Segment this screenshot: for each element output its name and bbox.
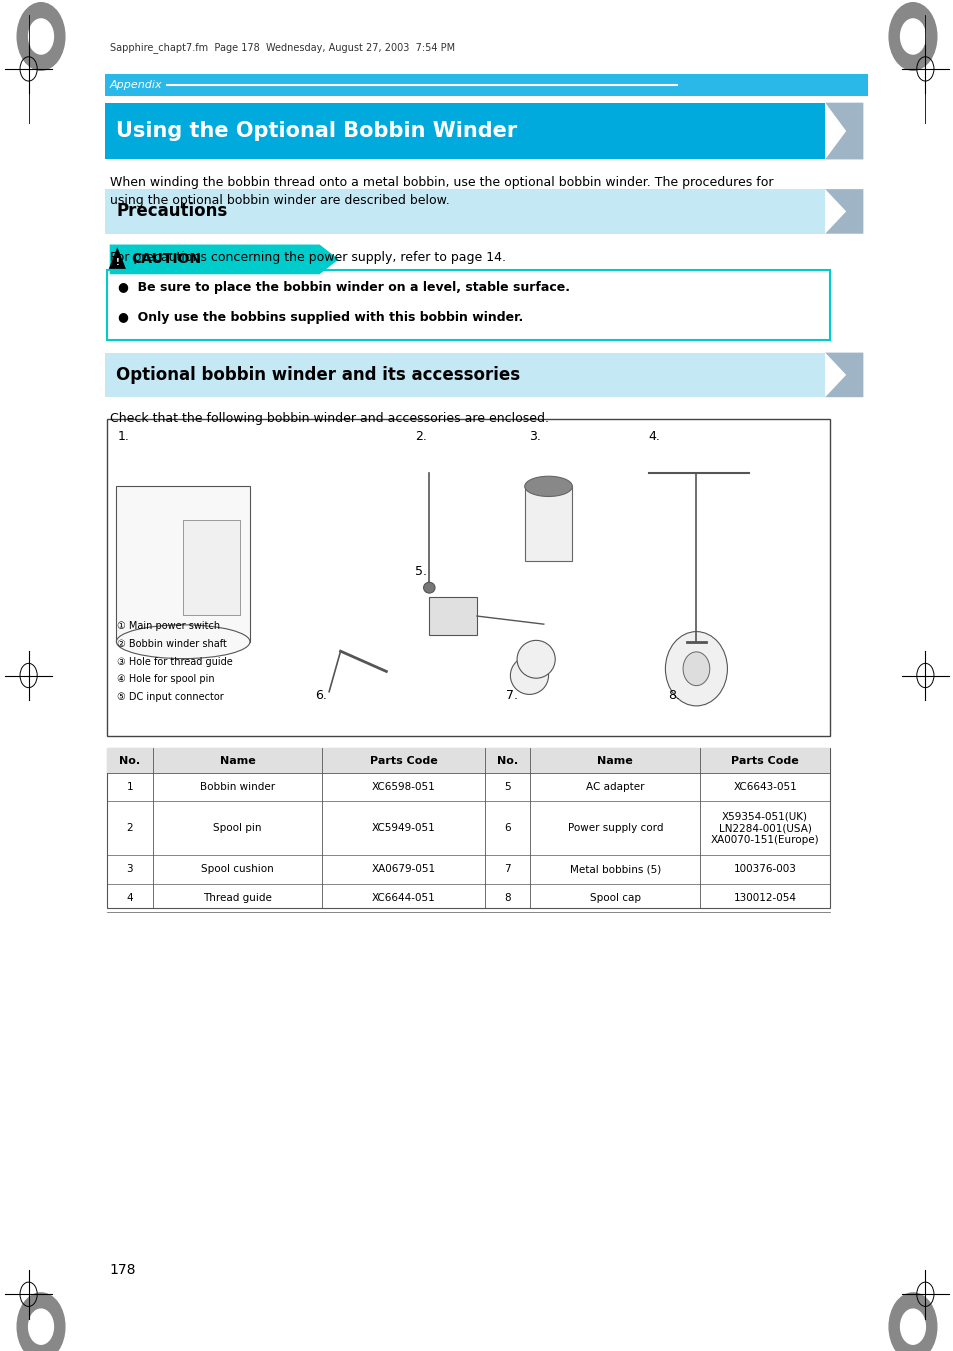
FancyBboxPatch shape xyxy=(116,486,250,642)
Text: Precautions: Precautions xyxy=(116,203,228,220)
Circle shape xyxy=(17,1293,65,1351)
Text: 130012-054: 130012-054 xyxy=(733,893,796,902)
Text: Thread guide: Thread guide xyxy=(203,893,272,902)
Text: Spool cap: Spool cap xyxy=(589,893,640,902)
Text: Parts Code: Parts Code xyxy=(369,755,437,766)
Text: XC6643-051: XC6643-051 xyxy=(733,782,796,792)
Text: 5: 5 xyxy=(504,782,510,792)
Text: 8.: 8. xyxy=(667,689,679,703)
Text: For precautions concerning the power supply, refer to page 14.: For precautions concerning the power sup… xyxy=(110,251,505,265)
Text: !: ! xyxy=(115,258,119,266)
Text: Name: Name xyxy=(597,755,633,766)
FancyBboxPatch shape xyxy=(183,520,240,615)
Text: Appendix: Appendix xyxy=(110,80,162,91)
Text: 2.: 2. xyxy=(415,430,426,443)
Text: ●  Be sure to place the bobbin winder on a level, stable surface.: ● Be sure to place the bobbin winder on … xyxy=(118,281,570,295)
Text: XC5949-051: XC5949-051 xyxy=(372,823,435,834)
Ellipse shape xyxy=(510,657,548,694)
FancyBboxPatch shape xyxy=(107,419,829,736)
Ellipse shape xyxy=(682,653,709,686)
Text: Power supply cord: Power supply cord xyxy=(567,823,662,834)
Text: Optional bobbin winder and its accessories: Optional bobbin winder and its accessori… xyxy=(116,366,520,384)
Text: Parts Code: Parts Code xyxy=(730,755,799,766)
Circle shape xyxy=(900,1309,924,1344)
Circle shape xyxy=(900,19,924,54)
Circle shape xyxy=(888,3,936,70)
Text: 100376-003: 100376-003 xyxy=(733,865,796,874)
Text: Check that the following bobbin winder and accessories are enclosed.: Check that the following bobbin winder a… xyxy=(110,412,548,426)
Text: No.: No. xyxy=(497,755,517,766)
Text: ① Main power switch: ① Main power switch xyxy=(117,621,220,631)
FancyBboxPatch shape xyxy=(107,748,829,773)
Text: ●  Only use the bobbins supplied with this bobbin winder.: ● Only use the bobbins supplied with thi… xyxy=(118,311,523,324)
Polygon shape xyxy=(109,247,126,269)
Text: Spool pin: Spool pin xyxy=(213,823,261,834)
FancyBboxPatch shape xyxy=(105,353,824,397)
Text: 6.: 6. xyxy=(314,689,326,703)
Text: CAUTION: CAUTION xyxy=(132,253,202,266)
Text: XC6644-051: XC6644-051 xyxy=(372,893,435,902)
Ellipse shape xyxy=(524,477,572,497)
FancyBboxPatch shape xyxy=(105,189,824,234)
Ellipse shape xyxy=(517,640,555,678)
Text: ⑤ DC input connector: ⑤ DC input connector xyxy=(117,692,224,701)
FancyBboxPatch shape xyxy=(105,74,867,96)
Text: When winding the bobbin thread onto a metal bobbin, use the optional bobbin wind: When winding the bobbin thread onto a me… xyxy=(110,176,772,207)
Text: Sapphire_chapt7.fm  Page 178  Wednesday, August 27, 2003  7:54 PM: Sapphire_chapt7.fm Page 178 Wednesday, A… xyxy=(110,42,455,54)
Text: 4: 4 xyxy=(127,893,132,902)
Circle shape xyxy=(29,1309,53,1344)
Text: ④ Hole for spool pin: ④ Hole for spool pin xyxy=(117,674,214,684)
Ellipse shape xyxy=(423,582,435,593)
Circle shape xyxy=(29,19,53,54)
Polygon shape xyxy=(824,353,862,397)
Text: AC adapter: AC adapter xyxy=(585,782,644,792)
FancyBboxPatch shape xyxy=(105,103,824,159)
Text: Using the Optional Bobbin Winder: Using the Optional Bobbin Winder xyxy=(116,122,517,141)
Ellipse shape xyxy=(664,631,726,707)
Circle shape xyxy=(888,1293,936,1351)
Text: Name: Name xyxy=(219,755,255,766)
Text: 7: 7 xyxy=(504,865,510,874)
Text: 5.: 5. xyxy=(415,565,427,578)
Text: XA0679-051: XA0679-051 xyxy=(371,865,436,874)
Text: 3.: 3. xyxy=(529,430,540,443)
Text: 7.: 7. xyxy=(505,689,517,703)
Text: 2: 2 xyxy=(127,823,132,834)
Text: 1.: 1. xyxy=(117,430,129,443)
Text: Metal bobbins (5): Metal bobbins (5) xyxy=(569,865,660,874)
FancyBboxPatch shape xyxy=(429,597,476,635)
Text: 3: 3 xyxy=(127,865,132,874)
Text: No.: No. xyxy=(119,755,140,766)
FancyBboxPatch shape xyxy=(524,486,572,561)
Text: 8: 8 xyxy=(504,893,510,902)
Text: 178: 178 xyxy=(110,1263,136,1277)
Text: 4.: 4. xyxy=(648,430,659,443)
Text: Spool cushion: Spool cushion xyxy=(201,865,274,874)
Text: XC6598-051: XC6598-051 xyxy=(372,782,435,792)
Text: 1: 1 xyxy=(127,782,132,792)
Polygon shape xyxy=(824,103,862,159)
Polygon shape xyxy=(824,189,862,234)
Text: ③ Hole for thread guide: ③ Hole for thread guide xyxy=(117,657,233,666)
FancyBboxPatch shape xyxy=(107,270,829,340)
Polygon shape xyxy=(110,245,338,274)
Text: ② Bobbin winder shaft: ② Bobbin winder shaft xyxy=(117,639,227,648)
Text: Bobbin winder: Bobbin winder xyxy=(200,782,274,792)
FancyBboxPatch shape xyxy=(107,748,829,908)
Circle shape xyxy=(17,3,65,70)
Text: X59354-051(UK)
LN2284-001(USA)
XA0070-151(Europe): X59354-051(UK) LN2284-001(USA) XA0070-15… xyxy=(710,812,819,844)
Ellipse shape xyxy=(116,624,250,659)
Text: 6: 6 xyxy=(504,823,510,834)
